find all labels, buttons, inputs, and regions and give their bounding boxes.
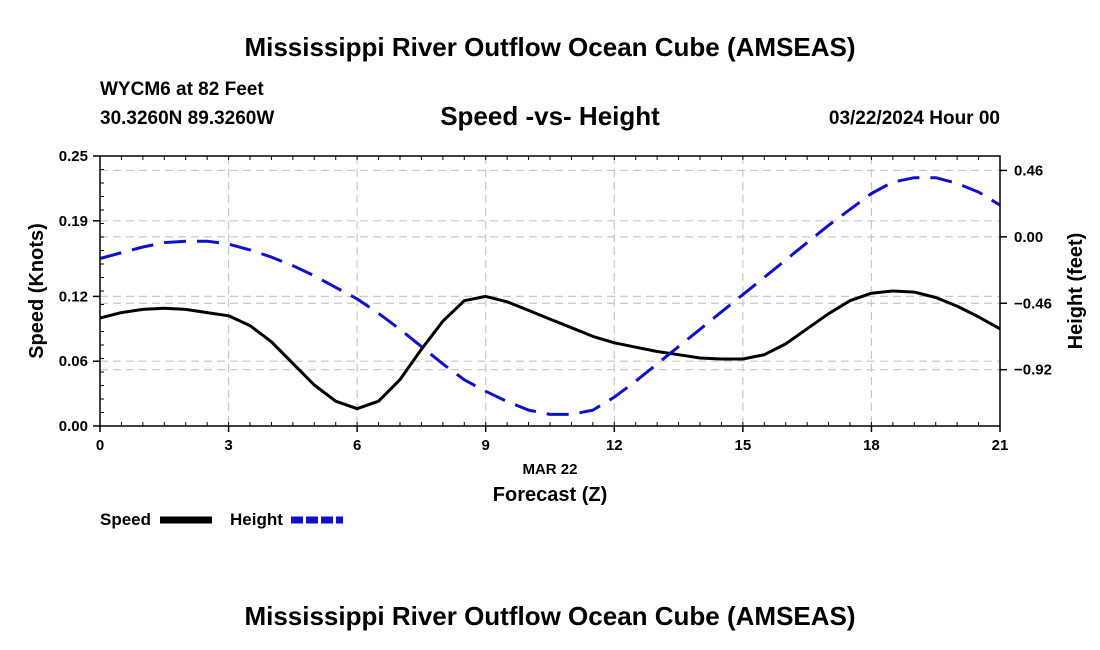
coords-label: 30.3260N 89.3260W: [100, 108, 274, 129]
y-right-tick-label: 0.46: [1014, 162, 1043, 179]
y-right-tick-label: −0.46: [1014, 295, 1052, 312]
datetime-label: 03/22/2024 Hour 00: [829, 108, 1000, 129]
series-line-height: [99, 176, 1001, 416]
x-tick-label: 18: [863, 437, 880, 454]
x-tick-label: 0: [96, 437, 104, 454]
x-tick-label: 6: [353, 437, 361, 454]
y-right-tick-label: −0.92: [1014, 362, 1052, 379]
y-left-tick-label: 0.12: [59, 288, 88, 305]
legend-height-label: Height: [230, 510, 283, 529]
chart-title: Speed -vs- Height: [440, 101, 660, 131]
legend: Speed Height: [100, 510, 343, 529]
x-tick-label: 9: [482, 437, 490, 454]
series-group: [99, 176, 1001, 416]
x-tick-label: 15: [735, 437, 752, 454]
x-axis-label: Forecast (Z): [493, 484, 607, 506]
x-date-label: MAR 22: [522, 461, 577, 478]
y-left-tick-label: 0.25: [59, 148, 88, 165]
y-left-axis-label: Speed (Knots): [26, 223, 48, 359]
y-left-tick-label: 0.19: [59, 213, 88, 230]
station-label: WYCM6 at 82 Feet: [100, 79, 264, 100]
y-left-tick-label: 0.06: [59, 353, 88, 370]
x-tick-label: 21: [992, 437, 1009, 454]
series-line-speed: [99, 289, 1001, 411]
title-top: Mississippi River Outflow Ocean Cube (AM…: [244, 32, 855, 62]
y-right-tick-label: 0.00: [1014, 229, 1043, 246]
legend-speed-label: Speed: [100, 510, 151, 529]
plot-frame: [99, 155, 1001, 427]
title-bottom: Mississippi River Outflow Ocean Cube (AM…: [244, 601, 855, 631]
y-left-axis-ticks: 0.00 0.06 0.12 0.19 0.25: [59, 148, 104, 435]
y-right-axis-ticks: 0.46 0.00 −0.46 −0.92: [1000, 162, 1052, 379]
grid-lines: [100, 156, 1000, 426]
x-tick-label: 3: [224, 437, 232, 454]
y-left-tick-label: 0.00: [59, 418, 88, 435]
x-tick-label: 12: [606, 437, 623, 454]
y-right-axis-label: Height (feet): [1065, 233, 1087, 350]
